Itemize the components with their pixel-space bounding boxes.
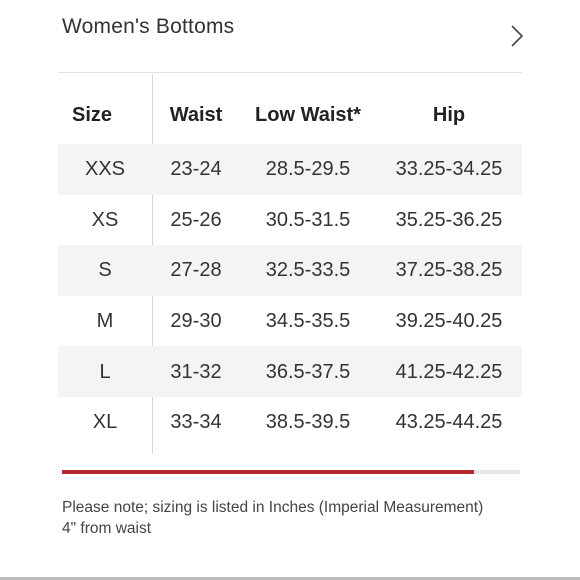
cell-waist: 27-28 bbox=[154, 258, 238, 282]
chevron-right-icon[interactable] bbox=[505, 24, 525, 54]
table-row: S 27-28 32.5-33.5 37.25-38.25 bbox=[58, 245, 522, 296]
cell-size: XXS bbox=[58, 157, 152, 181]
cell-waist: 25-26 bbox=[154, 208, 238, 232]
cell-size: M bbox=[58, 309, 152, 333]
header-low-waist: Low Waist* bbox=[244, 103, 372, 127]
cell-hip: 37.25-38.25 bbox=[376, 258, 522, 282]
cell-hip: 41.25-42.25 bbox=[376, 360, 522, 384]
cell-size: S bbox=[58, 258, 152, 282]
cell-waist: 23-24 bbox=[154, 157, 238, 181]
table-row: M 29-30 34.5-35.5 39.25-40.25 bbox=[58, 296, 522, 347]
cell-hip: 39.25-40.25 bbox=[376, 309, 522, 333]
sizing-note-line-2: 4" from waist bbox=[62, 518, 532, 539]
cell-low-waist: 30.5-31.5 bbox=[244, 208, 372, 232]
sizing-note-line-1: Please note; sizing is listed in Inches … bbox=[62, 497, 532, 518]
table-row: XL 33-34 38.5-39.5 43.25-44.25 bbox=[58, 397, 522, 448]
cell-size: L bbox=[58, 360, 152, 384]
cell-size: XL bbox=[58, 410, 152, 434]
sizing-note: Please note; sizing is listed in Inches … bbox=[62, 497, 532, 539]
cell-hip: 43.25-44.25 bbox=[376, 410, 522, 434]
cell-low-waist: 36.5-37.5 bbox=[244, 360, 372, 384]
header-hip: Hip bbox=[376, 103, 522, 127]
cell-low-waist: 28.5-29.5 bbox=[244, 157, 372, 181]
cell-low-waist: 34.5-35.5 bbox=[244, 309, 372, 333]
table-row: XS 25-26 30.5-31.5 35.25-36.25 bbox=[58, 195, 522, 246]
chart-header: Women's Bottoms bbox=[0, 0, 580, 74]
cell-low-waist: 32.5-33.5 bbox=[244, 258, 372, 282]
page-title: Women's Bottoms bbox=[62, 15, 234, 39]
cell-waist: 29-30 bbox=[154, 309, 238, 333]
cell-low-waist: 38.5-39.5 bbox=[244, 410, 372, 434]
table-row: L 31-32 36.5-37.5 41.25-42.25 bbox=[58, 346, 522, 397]
size-chart-table: Size Waist Low Waist* Hip XXS 23-24 28.5… bbox=[58, 86, 522, 448]
cell-hip: 35.25-36.25 bbox=[376, 208, 522, 232]
horizontal-scrollbar[interactable] bbox=[62, 470, 520, 474]
cell-waist: 31-32 bbox=[154, 360, 238, 384]
header-waist: Waist bbox=[154, 103, 238, 127]
cell-size: XS bbox=[58, 208, 152, 232]
scrollbar-thumb[interactable] bbox=[62, 470, 474, 474]
header-divider bbox=[58, 72, 522, 73]
cell-hip: 33.25-34.25 bbox=[376, 157, 522, 181]
cell-waist: 33-34 bbox=[154, 410, 238, 434]
header-size: Size bbox=[58, 103, 152, 127]
table-header-row: Size Waist Low Waist* Hip bbox=[58, 86, 522, 144]
table-row: XXS 23-24 28.5-29.5 33.25-34.25 bbox=[58, 144, 522, 195]
